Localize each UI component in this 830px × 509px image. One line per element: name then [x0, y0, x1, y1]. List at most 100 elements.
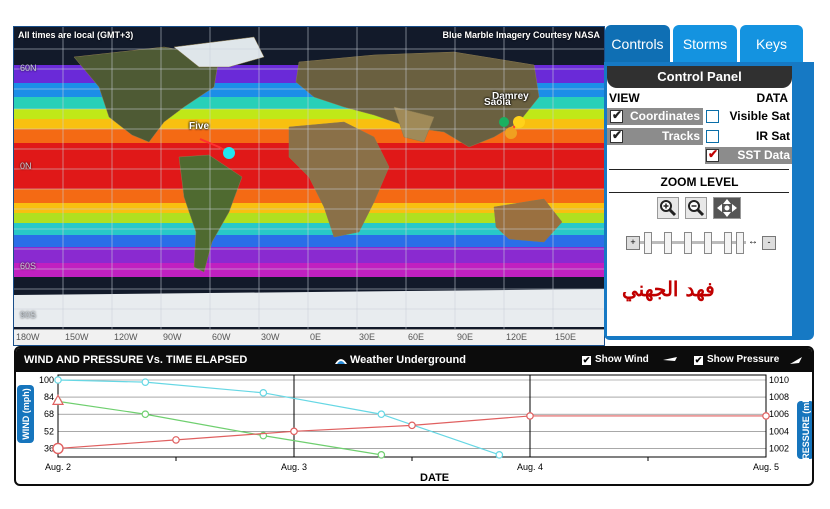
tab-controls[interactable]: Controls [605, 25, 670, 63]
storm-label-five[interactable]: Five [189, 121, 210, 132]
series-line-2 [57, 415, 766, 450]
tab-keys[interactable]: Keys [740, 25, 803, 63]
wind-tick-label: 36 [44, 443, 54, 453]
chart-title: WIND AND PRESSURE Vs. TIME ELAPSED [24, 354, 248, 366]
zoom-slider-notch[interactable] [684, 232, 692, 254]
control-panel-title: Control Panel [607, 66, 792, 88]
wind-icon [663, 357, 677, 361]
series-line-1 [57, 400, 382, 456]
data-point-1 [141, 410, 150, 419]
storm-tracks [199, 116, 525, 159]
lon-label: 90W [163, 332, 182, 342]
wind-pressure-panel: WIND AND PRESSURE Vs. TIME ELAPSED Weath… [14, 346, 814, 486]
zoom-level-header: ZOOM LEVEL [660, 175, 739, 189]
current-pressure-marker [52, 442, 64, 455]
chart-header: WIND AND PRESSURE Vs. TIME ELAPSED Weath… [16, 348, 812, 372]
data-point-2 [290, 427, 298, 436]
wind-axis-label: WIND (mph) [17, 385, 34, 443]
data-point-1 [377, 451, 386, 459]
divider [609, 192, 789, 193]
tracks-label: Tracks [661, 129, 700, 143]
data-point-2 [408, 421, 416, 430]
lon-label: 30W [261, 332, 280, 342]
wind-tick-label: 68 [44, 409, 54, 419]
zoom-slider-min[interactable]: + [626, 236, 640, 250]
show-wind-label: Show Wind [595, 354, 649, 365]
zoom-in-icon[interactable] [657, 197, 679, 219]
pressure-axis-label: PRESSURE (mb) [797, 394, 812, 466]
zoom-slider[interactable]: + ↔ - [626, 232, 776, 254]
lon-label: 60E [408, 332, 425, 342]
x-axis-title: DATE [420, 472, 450, 484]
sst-data-checkbox[interactable]: ✔ [706, 147, 719, 162]
zoom-slider-notch[interactable] [724, 232, 732, 254]
x-tick-label: Aug. 3 [281, 462, 307, 472]
lat-label: 60S [20, 261, 37, 271]
view-header: VIEW [609, 91, 640, 105]
visible-sat-option[interactable]: Visible Sat [705, 108, 792, 125]
coordinates-label: Coordinates [629, 109, 700, 123]
data-point-0 [495, 451, 504, 459]
zoom-slider-max[interactable]: - [762, 236, 776, 250]
current-wind-marker [51, 394, 65, 405]
coordinates-option[interactable]: ✔ Coordinates [607, 108, 703, 125]
zoom-slider-notch[interactable] [664, 232, 672, 254]
lat-label: 60N [20, 63, 37, 73]
show-wind-checkbox[interactable]: ✔ [582, 355, 591, 365]
x-tick-label: Aug. 2 [45, 462, 71, 472]
x-tick-label: Aug. 5 [753, 462, 779, 472]
lon-label: 120W [114, 332, 138, 342]
zoom-slider-thumb[interactable] [736, 232, 744, 254]
storm-marker-damrey[interactable] [513, 116, 525, 128]
visible-sat-checkbox[interactable] [706, 110, 719, 123]
lon-label: 150W [65, 332, 89, 342]
resize-arrows-icon: ↔ [748, 236, 758, 247]
data-point-2 [762, 412, 770, 420]
storm-marker-five[interactable] [223, 147, 235, 159]
pressure-tick-label: 1010 [769, 375, 789, 385]
pressure-tick-label: 1004 [769, 426, 789, 436]
imagery-credit: Blue Marble Imagery Courtesy NASA [442, 30, 600, 40]
zoom-slider-track[interactable] [640, 241, 746, 244]
weather-underground-logo-icon [335, 359, 347, 364]
coordinates-checkbox[interactable]: ✔ [610, 108, 623, 123]
storm-marker[interactable] [499, 117, 509, 127]
pressure-tick-label: 1002 [769, 443, 789, 453]
visible-sat-label: Visible Sat [729, 109, 790, 123]
wind-tick-label: 84 [44, 392, 54, 402]
pressure-tick-label: 1006 [769, 409, 789, 419]
ir-sat-option[interactable]: IR Sat [705, 128, 792, 145]
data-point-0 [259, 389, 268, 397]
lat-label: 0N [20, 161, 32, 171]
x-tick-label: Aug. 4 [517, 462, 543, 472]
pressure-icon [790, 357, 802, 364]
zoom-slider-notch[interactable] [644, 232, 652, 254]
wind-pressure-chart: Aug. 2 Aug. 3 Aug. 4 Aug. 5 100 84 68 52 36 1010 1… [39, 374, 789, 472]
show-pressure-checkbox[interactable]: ✔ [694, 355, 703, 365]
ir-sat-label: IR Sat [755, 129, 790, 143]
zoom-slider-notch[interactable] [704, 232, 712, 254]
zoom-out-icon[interactable] [685, 197, 707, 219]
data-point-0 [377, 410, 386, 419]
show-pressure-label: Show Pressure [707, 354, 780, 365]
weather-underground-logo: Weather Underground [350, 354, 466, 366]
divider [609, 169, 789, 170]
storm-marker-saola[interactable] [505, 127, 517, 139]
lon-label: 90E [457, 332, 474, 342]
timezone-note: All times are local (GMT+3) [18, 30, 134, 40]
storm-label-saola[interactable]: Saola [484, 97, 511, 108]
sst-data-label: SST Data [737, 148, 790, 162]
lon-label: 120E [506, 332, 528, 342]
storm-label-damrey[interactable]: Damrey [492, 91, 529, 102]
tracks-checkbox[interactable]: ✔ [610, 128, 623, 143]
sst-data-option[interactable]: ✔ SST Data [705, 147, 792, 164]
pan-arrows-icon[interactable] [713, 197, 741, 219]
show-wind-toggle[interactable]: ✔ Show Wind [582, 354, 649, 365]
world-map[interactable]: All times are local (GMT+3) Blue Marble … [13, 26, 605, 346]
data-point-2 [526, 412, 534, 420]
tracks-option[interactable]: ✔ Tracks [607, 128, 703, 145]
lon-label: 60W [212, 332, 231, 342]
tab-storms[interactable]: Storms [673, 25, 737, 63]
show-pressure-toggle[interactable]: ✔ Show Pressure [694, 354, 779, 365]
ir-sat-checkbox[interactable] [706, 130, 719, 143]
